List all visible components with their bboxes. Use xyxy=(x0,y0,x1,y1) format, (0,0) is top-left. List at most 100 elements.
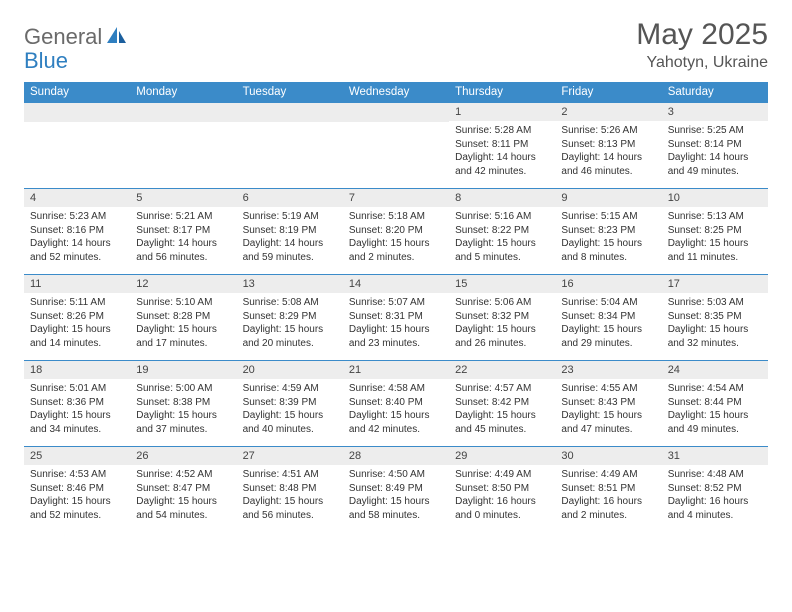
day-details: Sunrise: 5:15 AMSunset: 8:23 PMDaylight:… xyxy=(555,207,661,267)
day-cell: 8Sunrise: 5:16 AMSunset: 8:22 PMDaylight… xyxy=(449,189,555,275)
day-details: Sunrise: 5:04 AMSunset: 8:34 PMDaylight:… xyxy=(555,293,661,353)
day-details: Sunrise: 5:19 AMSunset: 8:19 PMDaylight:… xyxy=(237,207,343,267)
day-number: 31 xyxy=(662,447,768,465)
day-header-row: SundayMondayTuesdayWednesdayThursdayFrid… xyxy=(24,82,768,103)
day-header-thursday: Thursday xyxy=(449,82,555,103)
day-details: Sunrise: 5:28 AMSunset: 8:11 PMDaylight:… xyxy=(449,121,555,181)
day-number: 10 xyxy=(662,189,768,207)
day-details: Sunrise: 4:50 AMSunset: 8:49 PMDaylight:… xyxy=(343,465,449,525)
day-cell: 29Sunrise: 4:49 AMSunset: 8:50 PMDayligh… xyxy=(449,447,555,533)
day-number: 20 xyxy=(237,361,343,379)
day-cell: 4Sunrise: 5:23 AMSunset: 8:16 PMDaylight… xyxy=(24,189,130,275)
week-row: 1Sunrise: 5:28 AMSunset: 8:11 PMDaylight… xyxy=(24,103,768,189)
day-cell: 20Sunrise: 4:59 AMSunset: 8:39 PMDayligh… xyxy=(237,361,343,447)
day-details: Sunrise: 4:51 AMSunset: 8:48 PMDaylight:… xyxy=(237,465,343,525)
blank-day-number xyxy=(237,103,343,122)
day-details: Sunrise: 4:59 AMSunset: 8:39 PMDaylight:… xyxy=(237,379,343,439)
day-cell: 26Sunrise: 4:52 AMSunset: 8:47 PMDayligh… xyxy=(130,447,236,533)
day-details: Sunrise: 4:58 AMSunset: 8:40 PMDaylight:… xyxy=(343,379,449,439)
day-details: Sunrise: 4:55 AMSunset: 8:43 PMDaylight:… xyxy=(555,379,661,439)
day-details: Sunrise: 5:08 AMSunset: 8:29 PMDaylight:… xyxy=(237,293,343,353)
day-cell: 15Sunrise: 5:06 AMSunset: 8:32 PMDayligh… xyxy=(449,275,555,361)
day-number: 4 xyxy=(24,189,130,207)
day-details: Sunrise: 4:57 AMSunset: 8:42 PMDaylight:… xyxy=(449,379,555,439)
day-cell: 30Sunrise: 4:49 AMSunset: 8:51 PMDayligh… xyxy=(555,447,661,533)
day-cell: 28Sunrise: 4:50 AMSunset: 8:49 PMDayligh… xyxy=(343,447,449,533)
header: General May 2025 Yahotyn, Ukraine xyxy=(24,18,768,72)
day-details: Sunrise: 4:48 AMSunset: 8:52 PMDaylight:… xyxy=(662,465,768,525)
day-number: 18 xyxy=(24,361,130,379)
week-row: 18Sunrise: 5:01 AMSunset: 8:36 PMDayligh… xyxy=(24,361,768,447)
day-cell: 27Sunrise: 4:51 AMSunset: 8:48 PMDayligh… xyxy=(237,447,343,533)
day-number: 30 xyxy=(555,447,661,465)
empty-cell xyxy=(130,103,236,189)
day-number: 21 xyxy=(343,361,449,379)
day-details: Sunrise: 5:21 AMSunset: 8:17 PMDaylight:… xyxy=(130,207,236,267)
day-number: 24 xyxy=(662,361,768,379)
blank-day-number xyxy=(24,103,130,122)
day-cell: 1Sunrise: 5:28 AMSunset: 8:11 PMDaylight… xyxy=(449,103,555,189)
day-details: Sunrise: 4:49 AMSunset: 8:50 PMDaylight:… xyxy=(449,465,555,525)
logo-text-blue: Blue xyxy=(24,48,68,73)
week-row: 11Sunrise: 5:11 AMSunset: 8:26 PMDayligh… xyxy=(24,275,768,361)
day-header-friday: Friday xyxy=(555,82,661,103)
week-row: 4Sunrise: 5:23 AMSunset: 8:16 PMDaylight… xyxy=(24,189,768,275)
day-number: 17 xyxy=(662,275,768,293)
page-title: May 2025 xyxy=(636,18,768,52)
day-details: Sunrise: 5:25 AMSunset: 8:14 PMDaylight:… xyxy=(662,121,768,181)
day-details: Sunrise: 5:06 AMSunset: 8:32 PMDaylight:… xyxy=(449,293,555,353)
day-cell: 13Sunrise: 5:08 AMSunset: 8:29 PMDayligh… xyxy=(237,275,343,361)
day-number: 26 xyxy=(130,447,236,465)
day-cell: 19Sunrise: 5:00 AMSunset: 8:38 PMDayligh… xyxy=(130,361,236,447)
day-details: Sunrise: 4:52 AMSunset: 8:47 PMDaylight:… xyxy=(130,465,236,525)
empty-cell xyxy=(24,103,130,189)
day-details: Sunrise: 5:03 AMSunset: 8:35 PMDaylight:… xyxy=(662,293,768,353)
day-details: Sunrise: 5:01 AMSunset: 8:36 PMDaylight:… xyxy=(24,379,130,439)
day-header-saturday: Saturday xyxy=(662,82,768,103)
day-cell: 23Sunrise: 4:55 AMSunset: 8:43 PMDayligh… xyxy=(555,361,661,447)
day-number: 5 xyxy=(130,189,236,207)
day-cell: 24Sunrise: 4:54 AMSunset: 8:44 PMDayligh… xyxy=(662,361,768,447)
day-number: 25 xyxy=(24,447,130,465)
logo-sail-icon xyxy=(106,25,128,50)
logo: General xyxy=(24,18,130,50)
location-label: Yahotyn, Ukraine xyxy=(636,54,768,72)
day-details: Sunrise: 5:18 AMSunset: 8:20 PMDaylight:… xyxy=(343,207,449,267)
day-details: Sunrise: 4:49 AMSunset: 8:51 PMDaylight:… xyxy=(555,465,661,525)
day-number: 2 xyxy=(555,103,661,121)
day-details: Sunrise: 5:07 AMSunset: 8:31 PMDaylight:… xyxy=(343,293,449,353)
day-cell: 18Sunrise: 5:01 AMSunset: 8:36 PMDayligh… xyxy=(24,361,130,447)
week-row: 25Sunrise: 4:53 AMSunset: 8:46 PMDayligh… xyxy=(24,447,768,533)
day-number: 3 xyxy=(662,103,768,121)
day-cell: 22Sunrise: 4:57 AMSunset: 8:42 PMDayligh… xyxy=(449,361,555,447)
day-cell: 16Sunrise: 5:04 AMSunset: 8:34 PMDayligh… xyxy=(555,275,661,361)
day-header-tuesday: Tuesday xyxy=(237,82,343,103)
day-cell: 25Sunrise: 4:53 AMSunset: 8:46 PMDayligh… xyxy=(24,447,130,533)
empty-cell xyxy=(237,103,343,189)
day-cell: 2Sunrise: 5:26 AMSunset: 8:13 PMDaylight… xyxy=(555,103,661,189)
day-number: 27 xyxy=(237,447,343,465)
day-number: 14 xyxy=(343,275,449,293)
title-block: May 2025 Yahotyn, Ukraine xyxy=(636,18,768,72)
day-details: Sunrise: 5:26 AMSunset: 8:13 PMDaylight:… xyxy=(555,121,661,181)
day-number: 22 xyxy=(449,361,555,379)
day-cell: 5Sunrise: 5:21 AMSunset: 8:17 PMDaylight… xyxy=(130,189,236,275)
day-cell: 3Sunrise: 5:25 AMSunset: 8:14 PMDaylight… xyxy=(662,103,768,189)
logo-sub: Blue xyxy=(24,48,68,74)
day-number: 15 xyxy=(449,275,555,293)
day-details: Sunrise: 5:16 AMSunset: 8:22 PMDaylight:… xyxy=(449,207,555,267)
day-details: Sunrise: 5:11 AMSunset: 8:26 PMDaylight:… xyxy=(24,293,130,353)
day-cell: 17Sunrise: 5:03 AMSunset: 8:35 PMDayligh… xyxy=(662,275,768,361)
day-header-sunday: Sunday xyxy=(24,82,130,103)
day-details: Sunrise: 5:23 AMSunset: 8:16 PMDaylight:… xyxy=(24,207,130,267)
day-cell: 31Sunrise: 4:48 AMSunset: 8:52 PMDayligh… xyxy=(662,447,768,533)
logo-text-general: General xyxy=(24,24,102,50)
day-cell: 7Sunrise: 5:18 AMSunset: 8:20 PMDaylight… xyxy=(343,189,449,275)
day-cell: 9Sunrise: 5:15 AMSunset: 8:23 PMDaylight… xyxy=(555,189,661,275)
day-number: 6 xyxy=(237,189,343,207)
blank-day-number xyxy=(343,103,449,122)
day-cell: 12Sunrise: 5:10 AMSunset: 8:28 PMDayligh… xyxy=(130,275,236,361)
day-details: Sunrise: 5:10 AMSunset: 8:28 PMDaylight:… xyxy=(130,293,236,353)
day-details: Sunrise: 5:13 AMSunset: 8:25 PMDaylight:… xyxy=(662,207,768,267)
day-header-wednesday: Wednesday xyxy=(343,82,449,103)
